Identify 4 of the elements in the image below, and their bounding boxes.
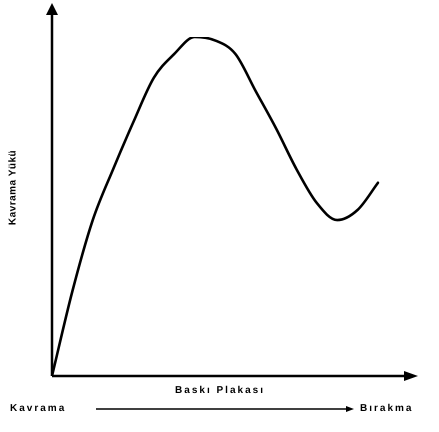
text: Kavrama <box>10 403 66 414</box>
y-axis-title: Kavrama Yükü <box>8 148 18 228</box>
text: Bırakma <box>360 403 414 414</box>
x-axis-title: Baskı Plakası <box>174 385 266 396</box>
